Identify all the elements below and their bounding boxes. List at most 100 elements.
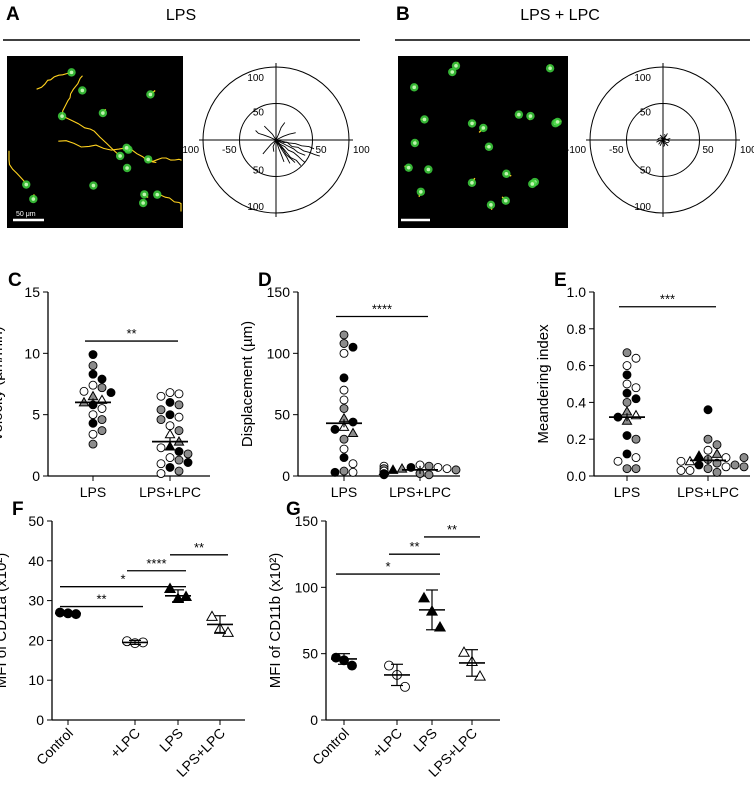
- cell-track: [58, 140, 127, 151]
- data-point: [97, 374, 107, 384]
- panel-label: G: [286, 499, 301, 520]
- data-point: [165, 397, 175, 407]
- panel-label: F: [12, 499, 24, 520]
- significance-label: **: [447, 522, 457, 537]
- significance-label: ****: [372, 302, 392, 317]
- x-tick-label: +LPC: [369, 725, 405, 761]
- y-tick-label: 0.6: [567, 358, 587, 374]
- track-line: [662, 139, 669, 144]
- cell-core: [118, 154, 122, 158]
- data-point: [622, 397, 632, 407]
- y-tick-label: 50: [274, 407, 290, 423]
- track-line: [275, 139, 302, 166]
- data-point: [97, 383, 107, 393]
- data-point: [730, 460, 740, 470]
- cell-core: [450, 70, 455, 74]
- cell-core: [141, 201, 145, 205]
- data-point: [622, 449, 632, 459]
- data-point: [330, 424, 340, 434]
- ring-label: 50: [316, 145, 328, 156]
- track-plot-b: 100 50 -100 -50 50 100 50 100: [566, 63, 754, 217]
- track-line: [275, 139, 291, 164]
- track-line: [659, 139, 664, 147]
- ring-label: 100: [247, 202, 264, 213]
- significance-label: **: [126, 326, 136, 341]
- cell-track: [157, 194, 182, 212]
- cd11b-mfi-chart: G 0 50 100 150 MFI of CD11b (x10²) Control +LPC…: [267, 499, 500, 780]
- ring-label: -50: [222, 145, 237, 156]
- data-point: [183, 449, 193, 459]
- track-line: [275, 139, 285, 163]
- track-line: [662, 138, 671, 141]
- cell-core: [406, 165, 411, 170]
- data-point: [79, 386, 89, 396]
- data-point: [165, 462, 175, 472]
- track-line: [275, 139, 315, 150]
- y-axis-label: MFI of CD11b (x10²): [267, 553, 284, 689]
- data-point: [330, 467, 340, 477]
- significance-label: *: [385, 559, 390, 574]
- data-point: [703, 405, 713, 415]
- data-point: [424, 470, 434, 480]
- data-point: [174, 400, 184, 410]
- cell-core: [422, 117, 427, 122]
- cell-core: [470, 121, 474, 126]
- data-point: [631, 464, 641, 474]
- data-point: [739, 453, 749, 463]
- cell-core: [454, 63, 458, 68]
- ring-label: 50: [253, 108, 265, 119]
- y-tick-label: 0: [282, 468, 290, 484]
- data-point: [339, 330, 349, 340]
- ring-label: 50: [253, 166, 265, 177]
- track-line: [272, 139, 277, 152]
- cell-core: [69, 70, 74, 75]
- data-point: [457, 646, 471, 657]
- x-tick-label: LPS: [156, 725, 186, 755]
- significance-label: ***: [660, 292, 675, 307]
- ring-label: 50: [640, 166, 652, 177]
- data-point: [739, 462, 749, 472]
- data-point: [165, 421, 175, 431]
- micrograph-b: [398, 56, 568, 228]
- data-point: [613, 456, 623, 466]
- scale-bar-label: 50 μm: [16, 211, 36, 218]
- data-point: [88, 350, 98, 360]
- ring-label: 50: [640, 108, 652, 119]
- data-point: [703, 464, 713, 474]
- panel-label-a: A: [6, 4, 20, 25]
- cell-core: [487, 144, 491, 149]
- data-point: [221, 626, 235, 637]
- data-point: [339, 404, 349, 413]
- data-point: [473, 670, 487, 681]
- data-point: [156, 391, 166, 401]
- micrograph-a: 50 μm: [7, 56, 183, 228]
- data-point: [339, 434, 349, 444]
- data-point: [442, 464, 452, 474]
- data-point: [174, 455, 184, 465]
- data-point: [339, 395, 349, 405]
- track-line: [275, 132, 296, 141]
- ring-label: 50: [703, 145, 715, 156]
- ring-label: -100: [566, 145, 586, 156]
- track-plot-a: 100 50 -100 -50 50 100 50 100: [179, 63, 370, 217]
- data-point: [88, 439, 98, 449]
- track-line: [255, 130, 277, 141]
- y-tick-label: 10: [28, 672, 44, 688]
- data-point: [693, 450, 705, 460]
- displacement-chart: D 0 50 100 150 Displacement (µm) LPS LPS+LPC ***…: [239, 270, 461, 500]
- y-tick-label: 150: [267, 284, 291, 300]
- y-tick-label: 0.8: [567, 321, 587, 337]
- data-point: [339, 373, 349, 383]
- x-tick-label: LPS: [410, 725, 440, 755]
- ring-label: 100: [247, 73, 264, 84]
- data-point: [339, 466, 349, 476]
- x-tick-label: Control: [33, 725, 76, 768]
- track-line: [659, 134, 664, 141]
- data-point: [174, 466, 184, 476]
- y-axis-label: MFI of CD11a (x10²): [0, 553, 10, 689]
- cell-core: [481, 126, 486, 130]
- data-point: [88, 410, 98, 420]
- panel-label-b: B: [396, 4, 410, 25]
- cell-core: [31, 197, 36, 201]
